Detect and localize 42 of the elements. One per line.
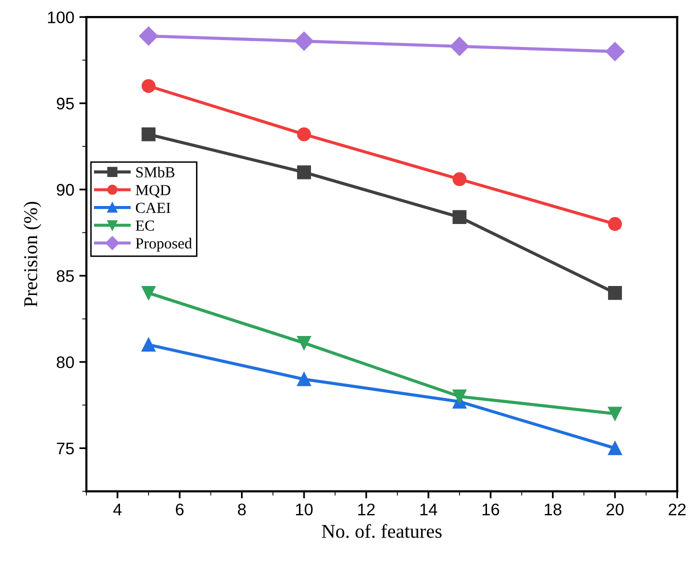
point	[452, 172, 466, 186]
x-tick-label: 16	[482, 504, 500, 516]
point	[142, 127, 156, 142]
x-tick-label: 20	[606, 504, 624, 516]
point	[142, 338, 156, 352]
point	[450, 36, 470, 56]
x-tick-label: 4	[113, 504, 122, 516]
x-tick-label: 6	[176, 504, 184, 516]
y-tick-label: 85	[56, 270, 74, 282]
y-tick-label: 80	[56, 356, 74, 368]
point	[608, 217, 622, 231]
point	[297, 372, 311, 386]
point	[297, 165, 311, 180]
point	[142, 286, 156, 300]
point	[608, 441, 622, 456]
x-axis-title: No. of. features	[322, 524, 442, 538]
point	[608, 286, 622, 300]
point	[294, 32, 314, 51]
point	[297, 127, 311, 142]
legend-label: MQD	[136, 184, 170, 198]
y-axis-title: Precision (%)	[24, 202, 42, 307]
legend-label: CAEI	[136, 202, 170, 213]
point	[452, 390, 466, 404]
legend-label: EC	[136, 220, 154, 231]
point	[139, 26, 158, 46]
x-tick-label: 12	[358, 504, 375, 516]
y-tick-label: 75	[56, 442, 74, 454]
point	[605, 42, 625, 62]
x-tick-label: 10	[296, 504, 313, 516]
legend-label: Proposed	[136, 238, 192, 252]
point	[297, 336, 311, 350]
x-tick-label: 18	[544, 504, 562, 516]
x-tick-label: 22	[668, 504, 686, 516]
x-tick-label: 14	[420, 504, 438, 516]
x-tick-label: 8	[238, 504, 246, 516]
y-tick-label: 95	[56, 98, 74, 110]
point	[452, 210, 466, 224]
y-tick-label: 100	[48, 11, 74, 24]
y-tick-label: 90	[56, 184, 74, 196]
legend-label: SMbB	[136, 166, 174, 178]
point	[142, 79, 156, 93]
point	[608, 406, 622, 421]
